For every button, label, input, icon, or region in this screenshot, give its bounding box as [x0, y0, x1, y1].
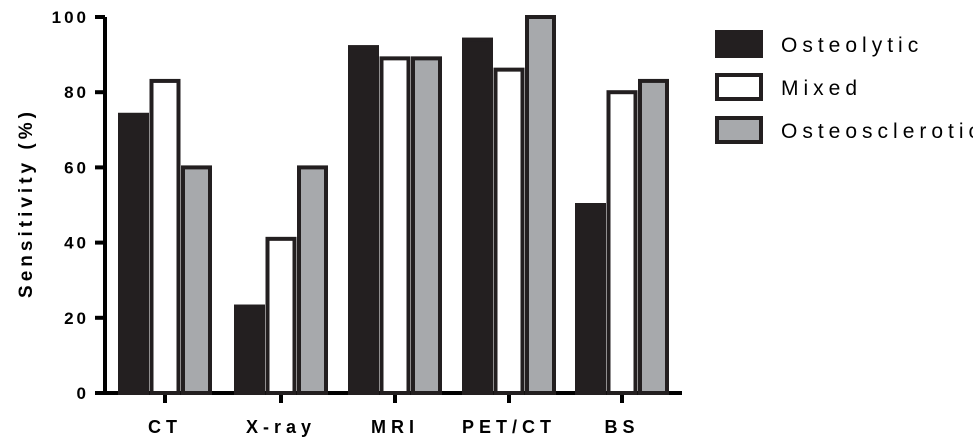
y-tick-label: 40 — [64, 234, 89, 253]
bar-osteolytic-mri — [348, 45, 379, 396]
x-tick-label: BS — [604, 417, 639, 437]
legend-label-osteolytic: Osteolytic — [781, 34, 923, 57]
bar-osteosclerotic-xray — [297, 165, 328, 395]
legend-label-mixed: Mixed — [781, 77, 862, 100]
x-tick-label: X-ray — [246, 417, 316, 437]
y-tick-label: 80 — [64, 83, 89, 102]
y-axis: 0 20 40 60 80 100 — [52, 8, 107, 403]
bar-osteosclerotic-bs — [638, 78, 669, 395]
bar-osteolytic-bs — [575, 203, 606, 395]
bar-osteosclerotic-ct — [181, 165, 212, 395]
bar-osteolytic-ct — [118, 112, 149, 395]
bar-osteosclerotic-mri — [411, 56, 442, 396]
legend-swatch-mixed — [715, 73, 763, 101]
x-tick-label: CT — [148, 417, 182, 437]
bar-osteosclerotic-petct — [525, 15, 556, 395]
y-tick-label: 0 — [77, 384, 89, 403]
x-tick-label: MRI — [371, 417, 419, 437]
y-tick-label: 60 — [64, 158, 89, 177]
legend-label-osteosclerotic: Osteosclerotic — [781, 120, 973, 143]
bar-mixed-mri — [379, 56, 411, 396]
legend-swatch-osteolytic — [715, 30, 763, 58]
bar-mixed-ct — [149, 78, 181, 395]
x-ticks: CT X-ray MRI PET/CT BS — [148, 393, 639, 437]
bar-mixed-petct — [493, 67, 525, 395]
legend: Osteolytic Mixed Osteosclerotic — [715, 30, 973, 144]
bar-osteolytic-petct — [462, 37, 493, 396]
bar-osteolytic-xray — [234, 304, 265, 395]
bar-mixed-bs — [606, 90, 638, 395]
legend-swatch-osteosclerotic — [715, 116, 763, 144]
x-tick-label: PET/CT — [462, 417, 556, 437]
y-tick-label: 100 — [52, 8, 89, 27]
y-axis-title: Sensitivity (%) — [16, 108, 37, 298]
bar-mixed-xray — [265, 236, 297, 395]
x-axis: CT X-ray MRI PET/CT BS — [103, 391, 682, 437]
y-tick-label: 20 — [64, 309, 89, 328]
y-ticks: 0 20 40 60 80 100 — [52, 8, 105, 403]
bars — [118, 15, 669, 396]
